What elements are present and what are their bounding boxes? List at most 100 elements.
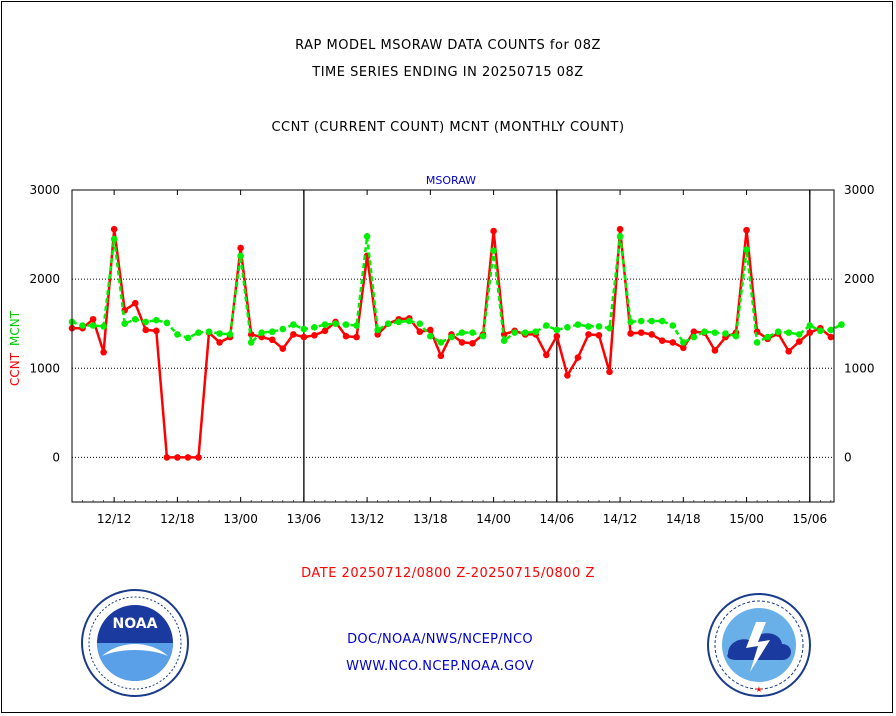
data-point-mcnt [479, 332, 487, 340]
data-point-ccnt [427, 326, 434, 334]
x-tick-label: 14/12 [603, 512, 638, 526]
data-point-mcnt [268, 328, 276, 336]
data-point-mcnt [595, 323, 603, 330]
x-tick-label: 13/06 [287, 512, 322, 526]
data-point-mcnt [321, 321, 329, 328]
data-point-mcnt [205, 328, 213, 336]
data-point-ccnt [806, 329, 814, 336]
data-point-mcnt [648, 317, 655, 325]
data-point-mcnt [669, 322, 677, 329]
footer-org-text: DOC/NOAA/NWS/NCEP/NCO [347, 632, 533, 647]
data-point-ccnt [237, 244, 244, 252]
series-line-ccnt [72, 227, 832, 459]
data-point-mcnt [216, 330, 223, 337]
data-point-ccnt [469, 340, 476, 347]
data-point-mcnt [511, 329, 518, 336]
data-point-ccnt [353, 333, 360, 341]
data-point-ccnt [142, 326, 150, 334]
date-range-label: DATE 20250712/0800 Z-20250715/0800 Z [301, 566, 595, 581]
data-point-ccnt [153, 327, 160, 335]
data-point-ccnt [627, 330, 634, 337]
plot-area-border [71, 189, 835, 503]
y-axis-label-mcnt: MCNT [8, 310, 22, 346]
data-point-mcnt [226, 331, 234, 338]
data-point-mcnt [247, 339, 255, 346]
data-point-mcnt [79, 322, 86, 329]
data-point-ccnt [89, 315, 97, 323]
data-point-mcnt [174, 331, 181, 338]
data-point-ccnt [711, 347, 719, 354]
data-point-mcnt [184, 334, 192, 342]
data-point-mcnt [732, 332, 740, 340]
data-point-ccnt [669, 339, 677, 346]
data-point-mcnt [764, 333, 771, 341]
data-point-mcnt [258, 329, 266, 336]
data-point-ccnt [268, 336, 276, 344]
data-point-mcnt [637, 317, 645, 325]
nws-logo: ★ [707, 593, 811, 697]
data-point-mcnt [711, 329, 719, 336]
data-point-ccnt [216, 339, 223, 346]
x-tick-label: 13/00 [223, 512, 258, 526]
data-point-ccnt [490, 227, 497, 235]
y-tick-label-left: 3000 [29, 183, 60, 197]
data-point-mcnt [500, 337, 508, 344]
data-point-mcnt [121, 320, 128, 328]
data-point-mcnt [827, 326, 835, 334]
data-point-ccnt [543, 351, 550, 359]
data-point-mcnt [806, 322, 814, 329]
data-point-mcnt [89, 322, 97, 329]
data-point-mcnt [701, 328, 708, 336]
data-point-ccnt [827, 333, 835, 341]
data-point-mcnt [532, 328, 540, 336]
data-point-ccnt [163, 454, 171, 461]
data-point-mcnt [163, 319, 171, 327]
data-point-ccnt [785, 348, 793, 355]
y-tick-label-right: 0 [844, 450, 852, 464]
data-point-mcnt [564, 323, 571, 331]
data-point-mcnt [838, 321, 845, 328]
data-point-mcnt [300, 325, 308, 333]
y-axis-label-ccnt: CCNT [8, 352, 22, 386]
data-point-mcnt [543, 322, 550, 329]
data-point-ccnt [290, 331, 297, 338]
y-tick-label-right: 3000 [844, 183, 875, 197]
data-point-mcnt [574, 321, 582, 328]
x-tick-label: 15/00 [729, 512, 764, 526]
data-point-mcnt [110, 235, 118, 243]
data-point-mcnt [290, 321, 297, 328]
series-line-mcnt [71, 235, 842, 344]
data-point-ccnt [174, 454, 181, 461]
data-point-mcnt [416, 320, 424, 328]
data-point-ccnt [564, 372, 571, 379]
data-point-mcnt [384, 320, 392, 328]
data-point-mcnt [585, 323, 592, 330]
x-tick-label: 14/06 [540, 512, 575, 526]
data-point-mcnt [195, 329, 202, 336]
data-point-mcnt [469, 329, 476, 336]
y-tick-label-right: 1000 [844, 361, 875, 375]
y-tick-label-left: 2000 [29, 272, 60, 286]
data-point-ccnt [110, 225, 118, 233]
data-point-mcnt [753, 339, 761, 346]
data-point-mcnt [131, 315, 139, 323]
data-point-ccnt [184, 454, 192, 461]
data-point-ccnt [574, 354, 582, 361]
data-point-mcnt [817, 327, 824, 335]
data-point-ccnt [585, 331, 592, 338]
data-point-ccnt [616, 225, 624, 233]
data-point-ccnt [648, 331, 655, 338]
data-point-mcnt [363, 233, 371, 240]
data-point-mcnt [427, 332, 434, 340]
plot-title: MSORAW [426, 174, 476, 187]
y-tick-label-left: 1000 [29, 361, 60, 375]
x-tick-label: 13/18 [413, 512, 448, 526]
data-point-ccnt [680, 344, 687, 352]
data-point-mcnt [743, 246, 750, 254]
data-point-ccnt [311, 332, 318, 339]
data-point-ccnt [458, 339, 466, 346]
data-point-ccnt [743, 226, 750, 234]
data-point-mcnt [785, 329, 793, 336]
data-point-mcnt [690, 333, 698, 341]
